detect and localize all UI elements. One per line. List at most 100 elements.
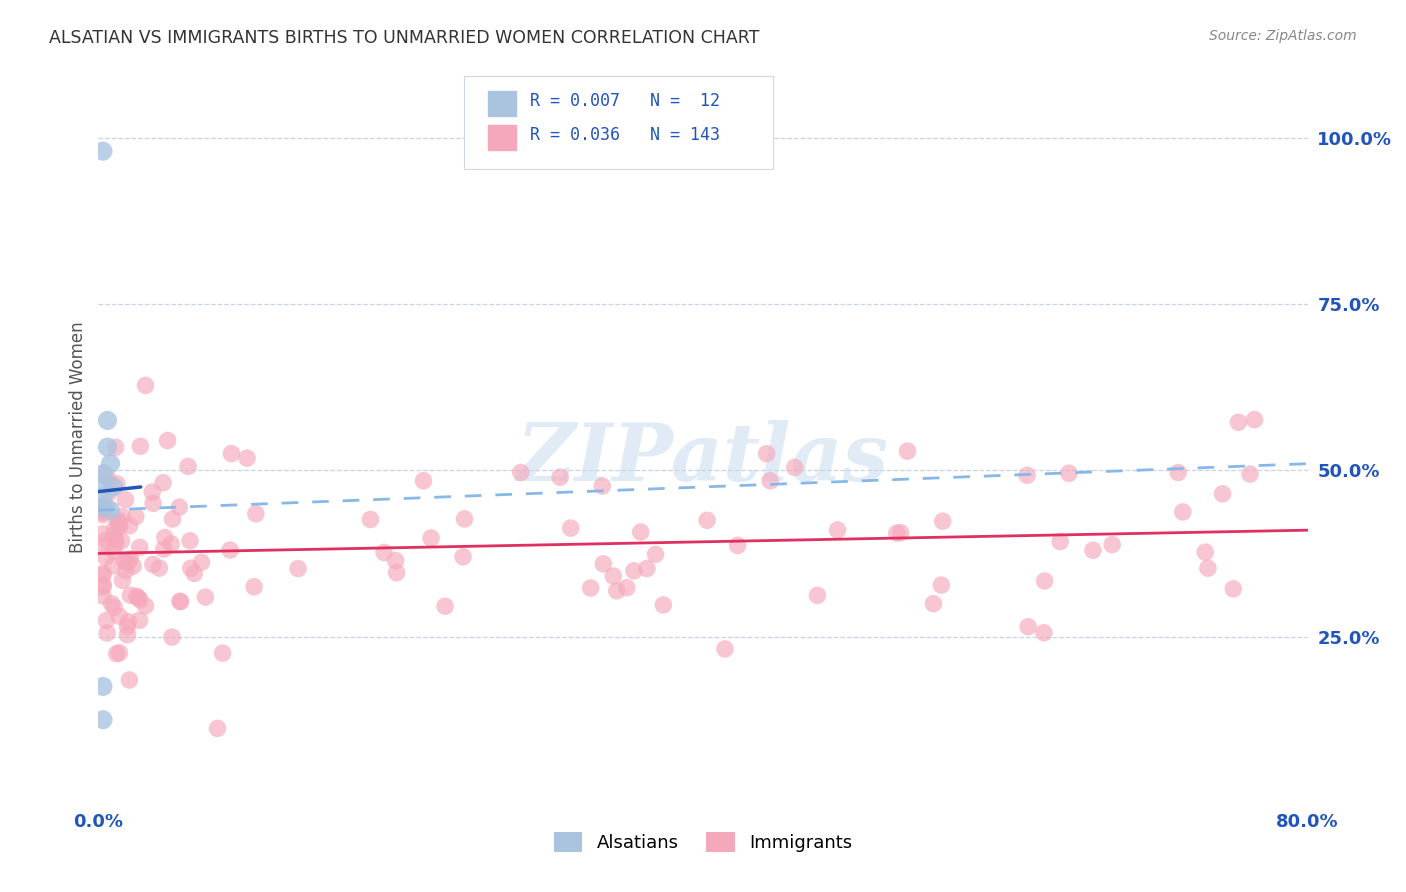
Point xyxy=(1017,620,1039,634)
Point xyxy=(806,588,828,602)
Point xyxy=(591,479,613,493)
Point xyxy=(103,544,125,558)
Point xyxy=(127,591,149,605)
Point xyxy=(207,722,229,736)
Point xyxy=(221,446,243,460)
Point xyxy=(616,581,638,595)
Point xyxy=(91,578,114,592)
Point xyxy=(120,588,142,602)
Point xyxy=(103,600,125,615)
Point xyxy=(714,642,737,657)
Point xyxy=(96,501,118,516)
Point xyxy=(100,457,122,471)
Point xyxy=(183,566,205,581)
Point xyxy=(103,522,125,536)
Point xyxy=(91,144,114,158)
Point xyxy=(96,440,118,454)
Point xyxy=(93,467,115,481)
Point xyxy=(91,476,114,491)
Point xyxy=(101,558,124,573)
Point xyxy=(385,566,408,580)
Point xyxy=(117,557,139,571)
Point xyxy=(134,599,156,613)
Point xyxy=(1212,487,1234,501)
Point xyxy=(922,597,945,611)
Text: ZIPatlas: ZIPatlas xyxy=(517,420,889,498)
Point xyxy=(932,514,955,528)
Point xyxy=(153,531,176,545)
Point xyxy=(652,598,675,612)
Point xyxy=(100,597,122,611)
Point xyxy=(103,528,125,542)
Point xyxy=(107,513,129,527)
Point xyxy=(103,480,125,494)
Point xyxy=(91,589,114,603)
Point xyxy=(91,508,114,522)
Point xyxy=(727,538,749,552)
Point xyxy=(169,595,191,609)
Y-axis label: Births to Unmarried Women: Births to Unmarried Women xyxy=(69,321,87,553)
Text: R = 0.007   N =  12: R = 0.007 N = 12 xyxy=(530,92,720,110)
Point xyxy=(91,503,114,517)
Point xyxy=(1243,412,1265,426)
Point xyxy=(107,517,129,532)
Point xyxy=(111,574,134,588)
Point xyxy=(179,533,201,548)
Point xyxy=(122,559,145,574)
Point xyxy=(91,568,114,582)
Point xyxy=(602,569,624,583)
Point xyxy=(128,613,150,627)
Point xyxy=(243,580,266,594)
Point xyxy=(91,713,114,727)
Point xyxy=(148,561,170,575)
Point xyxy=(886,526,908,541)
Point xyxy=(91,498,114,512)
Point xyxy=(115,564,138,578)
Point xyxy=(162,512,184,526)
Point xyxy=(1017,468,1039,483)
Point xyxy=(606,583,628,598)
Point xyxy=(453,512,475,526)
Point xyxy=(96,614,118,628)
Point xyxy=(97,472,120,486)
Point xyxy=(451,549,474,564)
Point xyxy=(827,523,849,537)
Point xyxy=(152,475,174,490)
Point xyxy=(117,628,139,642)
Point xyxy=(644,547,666,561)
Point xyxy=(129,593,152,607)
Point xyxy=(114,492,136,507)
Point xyxy=(1057,467,1080,481)
Point xyxy=(180,561,202,575)
Text: R = 0.036   N = 143: R = 0.036 N = 143 xyxy=(530,126,720,144)
Point xyxy=(108,646,131,660)
Point xyxy=(759,474,782,488)
Point xyxy=(91,566,114,581)
Point xyxy=(117,620,139,634)
Point xyxy=(160,630,183,644)
Point xyxy=(696,513,718,527)
Point xyxy=(783,460,806,475)
Point xyxy=(104,532,127,546)
Point xyxy=(1194,545,1216,559)
Point xyxy=(236,451,259,466)
Point xyxy=(1239,467,1261,481)
Point xyxy=(245,507,267,521)
Point xyxy=(120,552,142,566)
Point xyxy=(91,506,114,520)
Point xyxy=(169,500,191,515)
Point xyxy=(125,590,148,604)
Point xyxy=(104,536,127,550)
Point xyxy=(153,542,176,557)
Point xyxy=(211,646,233,660)
Point xyxy=(97,486,120,500)
Point xyxy=(104,440,127,454)
Point xyxy=(420,531,443,545)
Point xyxy=(142,558,165,572)
Point xyxy=(108,609,131,624)
Point xyxy=(623,564,645,578)
Point xyxy=(91,490,114,504)
Point xyxy=(117,552,139,566)
Point xyxy=(1197,561,1219,575)
Point xyxy=(592,557,614,571)
